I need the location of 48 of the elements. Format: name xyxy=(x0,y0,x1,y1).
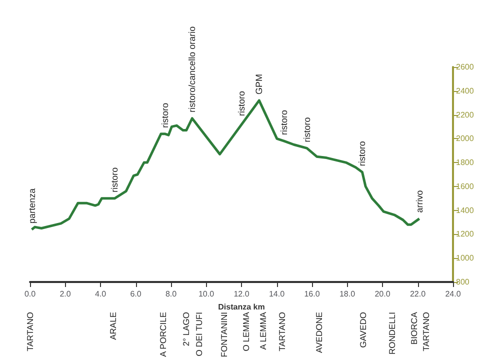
text: TARTANO xyxy=(25,312,35,352)
x-tick-label: 8.0 xyxy=(165,290,178,298)
y-tick-label: 2600 xyxy=(456,62,474,72)
text: TARTANO xyxy=(277,312,287,352)
y-tick-label: 1000 xyxy=(456,254,474,263)
annotation: ristoro xyxy=(160,102,170,128)
annotation: ristoro xyxy=(279,110,290,136)
y-tick-label: 800 xyxy=(456,278,470,286)
annotation: ristoro xyxy=(236,90,246,116)
text: TARTANO xyxy=(421,312,431,352)
text: GAVEDO xyxy=(358,312,368,348)
x-tick-label: 22.0 xyxy=(410,290,426,298)
x-tick-label: 12.0 xyxy=(234,290,250,298)
x-axis-title: Distanza km xyxy=(218,302,265,312)
y-tick-label: 2000 xyxy=(456,134,474,144)
text: ARALE xyxy=(108,312,118,340)
x-tick-label: 16.0 xyxy=(304,290,320,298)
annotation: ristoro xyxy=(110,167,120,192)
text: O DEI TUFI xyxy=(194,312,204,356)
y-tick-label: 1200 xyxy=(456,230,474,239)
x-tick-label: 14.0 xyxy=(268,290,286,298)
y-tick-label: 1600 xyxy=(456,182,474,191)
x-tick-label: 18.0 xyxy=(339,290,356,298)
x-tick-label: 20.0 xyxy=(374,290,391,298)
y-tick-label: 1800 xyxy=(456,158,474,168)
y-tick-label: 2200 xyxy=(456,110,474,120)
x-tick-label: 24.0 xyxy=(445,290,462,298)
text: A LEMMA xyxy=(258,312,268,350)
x-tick-label: 6.0 xyxy=(130,290,142,298)
x-tick-label: 4.0 xyxy=(94,290,107,298)
annotation: partenza xyxy=(26,188,37,224)
text: RONDELLI xyxy=(387,312,397,355)
annotation: ristoro/cancello orario xyxy=(187,26,198,112)
x-tick-label: 2.0 xyxy=(60,290,72,298)
text: 2° LAGO xyxy=(181,312,191,346)
text: BIORCA xyxy=(409,312,419,345)
x-tick-label: 10.0 xyxy=(198,290,215,298)
text: AVEDONE xyxy=(314,312,324,353)
y-tick-label: 1400 xyxy=(456,206,474,215)
annotation: ristoro xyxy=(302,117,312,142)
y-tick-label: 2400 xyxy=(456,86,474,96)
x-tick-label: 0.0 xyxy=(24,290,36,298)
text: A PORCILE xyxy=(158,312,168,357)
annotation: arrivo xyxy=(414,190,424,213)
text: O LEMMA xyxy=(241,312,251,352)
annotation: GPM xyxy=(254,74,264,94)
annotation: ristoro xyxy=(357,141,368,166)
text: FONTANINI xyxy=(219,312,229,358)
